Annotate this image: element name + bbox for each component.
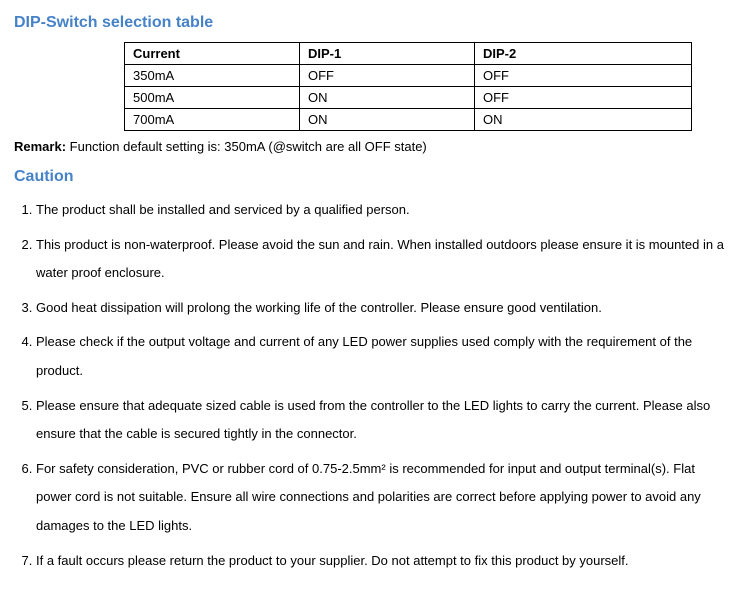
cell-current: 500mA xyxy=(125,87,300,109)
col-dip2: DIP-2 xyxy=(475,43,692,65)
dip-switch-heading: DIP-Switch selection table xyxy=(14,14,729,32)
col-dip1: DIP-1 xyxy=(300,43,475,65)
remark-text: Function default setting is: 350mA (@swi… xyxy=(66,139,427,154)
caution-list: The product shall be installed and servi… xyxy=(14,196,729,575)
list-item: The product shall be installed and servi… xyxy=(36,196,729,225)
cell-dip1: ON xyxy=(300,87,475,109)
col-current: Current xyxy=(125,43,300,65)
list-item: Good heat dissipation will prolong the w… xyxy=(36,294,729,323)
list-item: Please ensure that adequate sized cable … xyxy=(36,392,729,449)
table-header-row: Current DIP-1 DIP-2 xyxy=(125,43,692,65)
cell-dip1: ON xyxy=(300,109,475,131)
list-item: Please check if the output voltage and c… xyxy=(36,328,729,385)
list-item: If a fault occurs please return the prod… xyxy=(36,547,729,576)
table-row: 500mA ON OFF xyxy=(125,87,692,109)
table-row: 350mA OFF OFF xyxy=(125,65,692,87)
dip-switch-table: Current DIP-1 DIP-2 350mA OFF OFF 500mA … xyxy=(124,42,692,131)
remark-label: Remark: xyxy=(14,139,66,154)
list-item: This product is non-waterproof. Please a… xyxy=(36,231,729,288)
cell-dip2: OFF xyxy=(475,65,692,87)
cell-current: 700mA xyxy=(125,109,300,131)
list-item: For safety consideration, PVC or rubber … xyxy=(36,455,729,541)
caution-heading: Caution xyxy=(14,168,729,186)
table-row: 700mA ON ON xyxy=(125,109,692,131)
remark-line: Remark: Function default setting is: 350… xyxy=(14,139,729,154)
cell-dip2: ON xyxy=(475,109,692,131)
cell-dip2: OFF xyxy=(475,87,692,109)
cell-current: 350mA xyxy=(125,65,300,87)
cell-dip1: OFF xyxy=(300,65,475,87)
